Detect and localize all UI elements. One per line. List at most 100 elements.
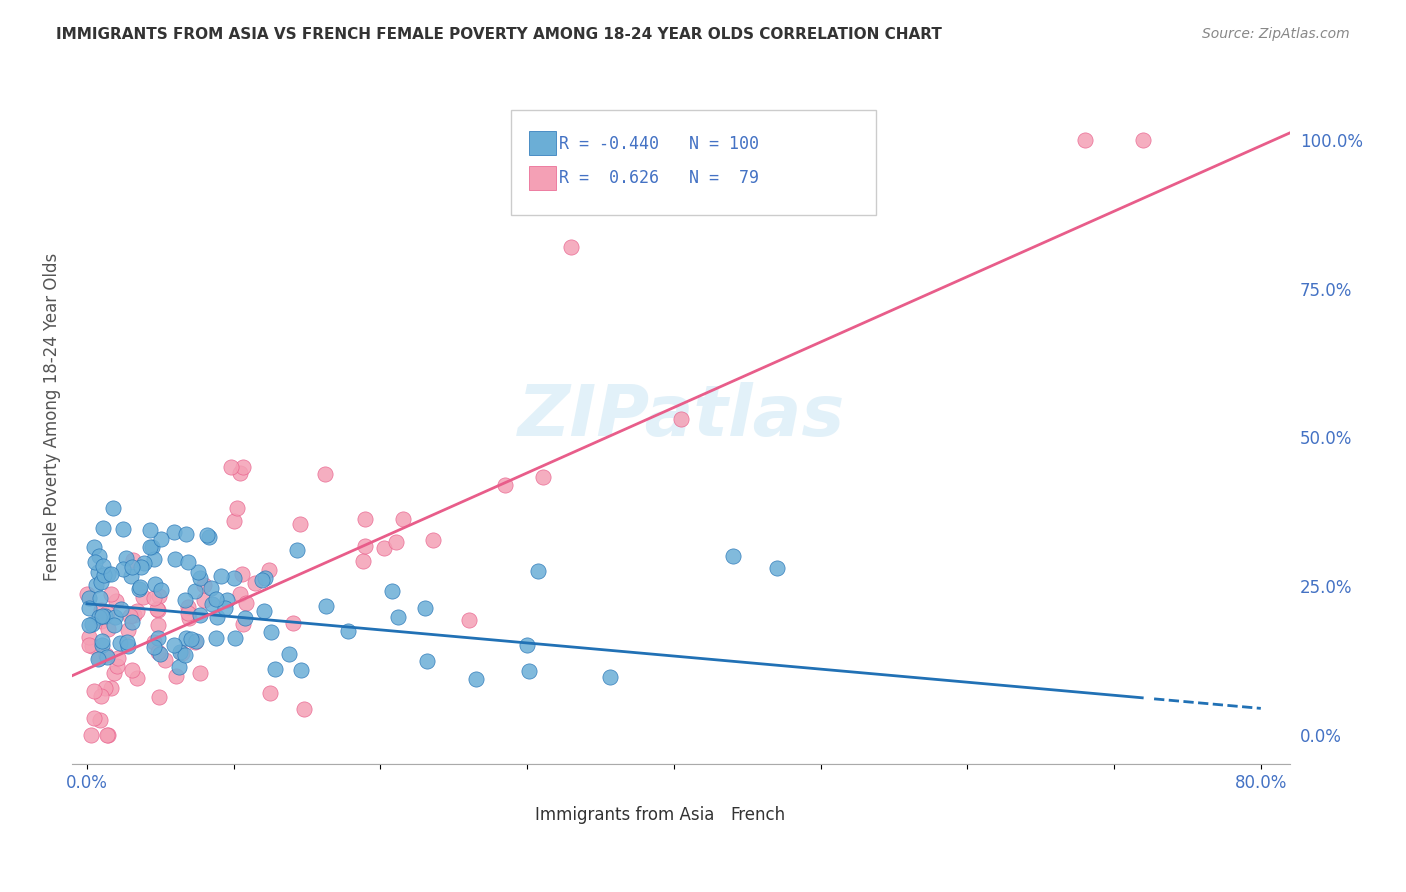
Point <box>96 566 118 581</box>
Point <box>516 638 538 652</box>
Point <box>121 559 143 574</box>
Point <box>373 541 395 555</box>
Point <box>115 551 138 566</box>
Point <box>87 651 110 665</box>
Point <box>188 666 211 681</box>
Point <box>129 581 152 595</box>
Point <box>143 640 166 654</box>
Point <box>83 684 105 698</box>
Point <box>381 583 404 598</box>
Point <box>86 565 108 579</box>
Point <box>243 575 266 590</box>
FancyBboxPatch shape <box>529 166 555 190</box>
Point <box>77 601 100 615</box>
Text: Immigrants from Asia: Immigrants from Asia <box>536 806 714 824</box>
Point <box>87 609 110 624</box>
Point <box>294 702 316 716</box>
Point <box>129 559 152 574</box>
Point <box>148 589 170 603</box>
Point <box>105 659 128 673</box>
Point <box>232 459 254 474</box>
Point <box>352 554 374 568</box>
Point <box>100 566 122 581</box>
Point <box>100 681 122 696</box>
Point <box>217 593 239 607</box>
FancyBboxPatch shape <box>693 785 727 810</box>
Point <box>79 617 101 632</box>
Point <box>79 591 101 605</box>
Point <box>231 567 253 582</box>
Point <box>83 555 105 569</box>
Point <box>288 517 311 532</box>
Point <box>224 571 246 585</box>
Point <box>222 514 245 528</box>
Point <box>108 636 131 650</box>
Point <box>184 583 207 598</box>
Point <box>87 549 110 563</box>
Point <box>169 659 191 673</box>
Point <box>209 568 232 582</box>
Point <box>125 671 148 685</box>
Point <box>89 713 111 727</box>
Point <box>290 663 312 677</box>
Point <box>257 563 280 577</box>
Point <box>120 608 142 623</box>
Point <box>125 604 148 618</box>
Point <box>201 597 224 611</box>
Point <box>413 601 436 615</box>
Point <box>90 614 112 628</box>
Point <box>180 632 202 647</box>
Point <box>387 610 409 624</box>
Point <box>177 607 200 621</box>
Point <box>82 639 104 653</box>
Point <box>124 607 146 622</box>
Point <box>165 669 187 683</box>
Point <box>146 645 169 659</box>
Point <box>76 587 98 601</box>
Point <box>169 645 191 659</box>
Point <box>93 559 115 574</box>
Point <box>112 562 135 576</box>
Point <box>132 590 155 604</box>
Point <box>84 578 107 592</box>
Point <box>162 525 184 540</box>
Point <box>79 630 101 644</box>
Point <box>195 528 218 542</box>
Point <box>143 552 166 566</box>
Point <box>277 647 299 661</box>
Point <box>90 689 112 703</box>
Point <box>250 574 273 588</box>
Point <box>174 631 197 645</box>
Point <box>115 635 138 649</box>
Point <box>176 600 198 615</box>
Point <box>187 566 209 580</box>
Point <box>458 614 481 628</box>
Point <box>155 653 177 667</box>
Point <box>207 609 229 624</box>
Point <box>264 662 287 676</box>
Point <box>200 581 222 595</box>
Point <box>599 670 621 684</box>
Point <box>103 618 125 632</box>
Point <box>174 592 197 607</box>
Point <box>143 576 166 591</box>
Point <box>100 587 122 601</box>
Point <box>142 635 165 649</box>
Y-axis label: Female Poverty Among 18-24 Year Olds: Female Poverty Among 18-24 Year Olds <box>44 252 60 581</box>
Point <box>90 638 112 652</box>
Point <box>1132 133 1154 147</box>
Point <box>354 539 377 553</box>
Point <box>79 727 101 741</box>
Point <box>314 467 336 481</box>
Point <box>91 634 114 648</box>
Point <box>1073 133 1095 147</box>
Point <box>163 638 186 652</box>
Point <box>96 727 118 741</box>
Point <box>422 533 444 547</box>
Point <box>560 240 582 254</box>
Point <box>669 411 692 425</box>
Point <box>148 632 170 646</box>
Point <box>172 646 194 660</box>
Point <box>87 651 110 665</box>
Point <box>517 665 540 679</box>
